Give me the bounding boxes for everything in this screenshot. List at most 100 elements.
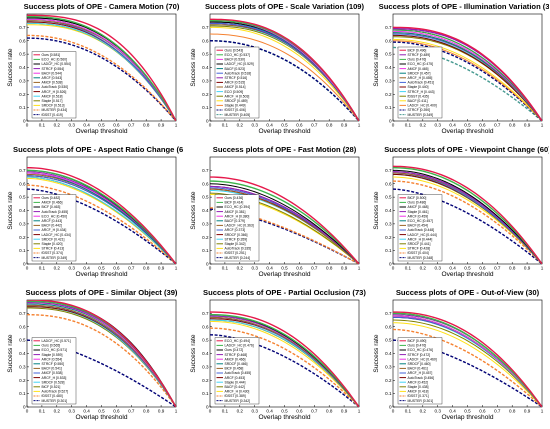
series-group bbox=[393, 311, 542, 407]
y-tick-label: 0 bbox=[389, 405, 392, 410]
series-line bbox=[393, 180, 542, 264]
legend-entry: Staple [0.438] bbox=[408, 385, 429, 389]
legend-entry: AMCF [0.538] bbox=[42, 81, 63, 85]
series-line bbox=[210, 314, 359, 407]
y-tick-label: 0.6 bbox=[202, 181, 209, 186]
y-tick-label: 0.6 bbox=[19, 324, 26, 329]
x-axis-label: Overlap threshold bbox=[441, 271, 493, 278]
legend-entry: MUSTER [0.434] bbox=[42, 108, 68, 112]
success-plot: Success plots of OPE - Viewpoint Change … bbox=[373, 145, 549, 278]
chart-panel: Success plots of OPE - Camera Motion (70… bbox=[0, 0, 183, 143]
series-line bbox=[210, 311, 359, 407]
legend-entry: fDSST [0.406] bbox=[225, 108, 246, 112]
legend-entry: SRDCF [0.421] bbox=[42, 237, 65, 241]
success-plot: Success plots of OPE - Partial Occlusion… bbox=[190, 288, 366, 421]
series-line bbox=[393, 40, 542, 121]
legend-entry: ECO_HC [0.457] bbox=[408, 219, 433, 223]
y-tick-label: 0.4 bbox=[19, 65, 26, 70]
legend-entry: ARCF [0.543] bbox=[42, 76, 63, 80]
y-tick-label: 0.6 bbox=[19, 181, 26, 186]
legend-entry: ARCF [0.554] bbox=[42, 357, 63, 361]
chart-title: Success plots of OPE - Illumination Vari… bbox=[379, 2, 549, 11]
legend-entry: ARCF_H [0.380] bbox=[225, 214, 250, 218]
y-tick-label: 0.6 bbox=[19, 38, 26, 43]
y-tick-label: 0.2 bbox=[202, 378, 209, 383]
legend-entry: fDSST [0.371] bbox=[408, 394, 429, 398]
legend-entry: AutoTrack [0.530] bbox=[42, 85, 69, 89]
y-tick-label: 0.7 bbox=[202, 168, 209, 173]
series-line bbox=[393, 176, 542, 264]
x-tick-label: 0.7 bbox=[494, 123, 501, 128]
legend-entry: MUSTER [0.342] bbox=[225, 399, 251, 403]
y-tick-label: 0.4 bbox=[19, 208, 26, 213]
legend-entry: Staple [0.420] bbox=[42, 242, 63, 246]
legend-entry: LADCF_HC [0.571] bbox=[42, 339, 71, 343]
legend-entry: fDSST [0.389] bbox=[225, 394, 246, 398]
x-tick-label: 0.1 bbox=[39, 266, 46, 271]
x-tick-label: 0.1 bbox=[222, 409, 229, 414]
legend-box bbox=[214, 337, 260, 405]
x-axis-label: Overlap threshold bbox=[258, 271, 310, 278]
legend-entry: ARCF_H [0.434] bbox=[42, 228, 67, 232]
legend-entry: LADCF_HC [0.444] bbox=[408, 233, 437, 237]
x-tick-label: 0.1 bbox=[222, 123, 229, 128]
legend-entry: BiCF [0.414] bbox=[225, 201, 244, 205]
x-tick-label: 0.4 bbox=[83, 266, 90, 271]
chart-panel: Success plots of OPE - Similar Object (3… bbox=[0, 286, 183, 429]
x-axis-label: Overlap threshold bbox=[441, 128, 493, 135]
y-tick-label: 0.3 bbox=[202, 221, 209, 226]
legend-entry: BACF [0.461] bbox=[408, 367, 428, 371]
y-tick-label: 0 bbox=[389, 119, 392, 124]
series-line bbox=[393, 34, 542, 121]
series-line bbox=[393, 315, 542, 407]
x-tick-label: 0.1 bbox=[405, 266, 412, 271]
legend-entry: ECO_HC [0.450] bbox=[42, 214, 67, 218]
y-axis-label: Success rate bbox=[7, 334, 14, 372]
chart-panel: Success plots of OPE - Fast Motion (28) 0… bbox=[183, 143, 366, 286]
legend-entry: STRCF [0.472] bbox=[408, 353, 431, 357]
y-tick-label: 0.5 bbox=[202, 195, 209, 200]
y-axis-label: Success rate bbox=[190, 48, 197, 86]
y-tick-label: 0.3 bbox=[19, 221, 26, 226]
series-line bbox=[27, 300, 176, 407]
legend-entry: fDSST [0.435] bbox=[408, 94, 429, 98]
y-tick-label: 0.3 bbox=[385, 78, 392, 83]
x-axis-label: Overlap threshold bbox=[75, 271, 127, 278]
y-tick-label: 0.4 bbox=[385, 351, 392, 356]
y-tick-label: 0.7 bbox=[202, 25, 209, 30]
legend-entry: ARCF_H [0.444] bbox=[408, 237, 433, 241]
y-tick-label: 0.1 bbox=[202, 105, 209, 110]
chart-title: Success plots of OPE - Scale Variation (… bbox=[205, 2, 365, 11]
x-tick-label: 0.8 bbox=[143, 409, 150, 414]
y-tick-label: 0.6 bbox=[202, 38, 209, 43]
legend-entry: LADCF_HC [0.460] bbox=[408, 357, 437, 361]
legend-entry: fDSST [0.251] bbox=[225, 251, 246, 255]
legend-entry: ARCF [0.373] bbox=[225, 228, 246, 232]
series-line bbox=[393, 29, 542, 121]
x-tick-label: 0.3 bbox=[69, 123, 76, 128]
y-axis-label: Success rate bbox=[7, 191, 14, 229]
x-tick-label: 0.9 bbox=[158, 123, 165, 128]
x-tick-label: 0.3 bbox=[252, 123, 259, 128]
y-tick-label: 0.5 bbox=[19, 338, 26, 343]
series-line bbox=[393, 169, 542, 264]
y-tick-label: 0.1 bbox=[202, 248, 209, 253]
legend-entry: LADCF_HC [0.476] bbox=[225, 344, 254, 348]
x-tick-label: 0.4 bbox=[266, 409, 273, 414]
legend-entry: ARCF_H [0.533] bbox=[42, 376, 67, 380]
legend-entry: STRCF [0.428] bbox=[408, 247, 431, 251]
legend-entry: STRCF [0.468] bbox=[225, 353, 248, 357]
y-axis-label: Success rate bbox=[190, 191, 197, 229]
legend-entry: LADCF_HC [0.434] bbox=[42, 233, 71, 237]
x-tick-label: 0.8 bbox=[143, 123, 150, 128]
series-line bbox=[393, 165, 542, 264]
x-tick-label: 0.4 bbox=[449, 409, 456, 414]
x-tick-label: 0.2 bbox=[237, 123, 244, 128]
chart-panel: Success plots of OPE - Aspect Ratio Chan… bbox=[0, 143, 183, 286]
y-tick-label: 0.4 bbox=[385, 208, 392, 213]
success-plot: Success plots of OPE - Fast Motion (28) 0… bbox=[190, 145, 361, 278]
x-tick-label: 1 bbox=[358, 266, 361, 271]
legend-entry: ECO_HC [0.560] bbox=[42, 58, 67, 62]
x-tick-label: 0.3 bbox=[435, 409, 442, 414]
y-tick-label: 0.3 bbox=[202, 364, 209, 369]
